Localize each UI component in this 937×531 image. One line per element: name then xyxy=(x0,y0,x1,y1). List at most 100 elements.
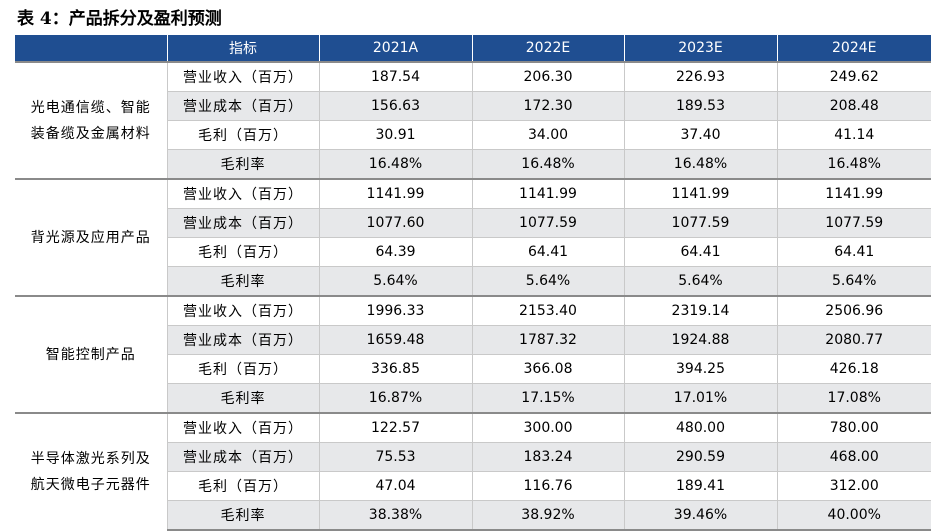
header-cell-2024e: 2024E xyxy=(776,35,931,62)
value-cell: 1787.32 xyxy=(471,325,624,355)
value-cell: 183.24 xyxy=(471,442,624,472)
metric-cell: 毛利率 xyxy=(166,500,319,531)
value-cell: 468.00 xyxy=(776,442,931,472)
value-cell: 172.30 xyxy=(471,91,624,121)
value-cell: 2153.40 xyxy=(471,295,624,326)
value-cell: 2319.14 xyxy=(623,295,777,326)
value-cell: 480.00 xyxy=(623,412,777,443)
table-row: 营业成本（百万） 1077.60 1077.59 1077.59 1077.59 xyxy=(15,208,931,238)
value-cell: 366.08 xyxy=(471,354,624,384)
segment-name-line: 航天微电子元器件 xyxy=(30,477,151,493)
value-cell: 780.00 xyxy=(776,412,931,443)
value-cell: 5.64% xyxy=(318,266,472,296)
table-row: 毛利率 16.48% 16.48% 16.48% 16.48% xyxy=(15,149,931,179)
segment-name-cell: 智能控制产品 xyxy=(15,295,167,413)
metric-cell: 营业成本（百万） xyxy=(166,442,319,472)
table-row: 半导体激光系列及 航天微电子元器件 营业收入（百万） 122.57 300.00 480.… xyxy=(15,412,931,530)
value-cell: 5.64% xyxy=(776,266,931,296)
metric-cell: 毛利（百万） xyxy=(166,120,319,150)
value-cell: 34.00 xyxy=(471,120,624,150)
table-row: 毛利（百万） 47.04 116.76 189.41 312.00 xyxy=(15,471,931,501)
value-cell: 5.64% xyxy=(471,266,624,296)
value-cell: 1996.33 xyxy=(318,295,472,326)
metric-cell: 营业收入（百万） xyxy=(166,412,319,443)
value-cell: 312.00 xyxy=(776,471,931,501)
value-cell: 75.53 xyxy=(318,442,472,472)
table-row: 营业成本（百万） 75.53 183.24 290.59 468.00 xyxy=(15,442,931,472)
metric-cell: 营业成本（百万） xyxy=(166,325,319,355)
value-cell: 16.48% xyxy=(623,149,777,179)
value-cell: 1141.99 xyxy=(776,178,931,209)
segment-name-line: 半导体激光系列及 xyxy=(30,451,151,467)
value-cell: 1924.88 xyxy=(623,325,777,355)
value-cell: 16.48% xyxy=(318,149,472,179)
value-cell: 38.38% xyxy=(318,500,472,531)
metric-cell: 毛利（百万） xyxy=(166,237,319,267)
table-row: 毛利（百万） 64.39 64.41 64.41 64.41 xyxy=(15,237,931,267)
header-cell-2021a: 2021A xyxy=(318,35,472,62)
table-row: 毛利（百万） 336.85 366.08 394.25 426.18 xyxy=(15,354,931,384)
value-cell: 189.53 xyxy=(623,91,777,121)
value-cell: 30.91 xyxy=(318,120,472,150)
value-cell: 208.48 xyxy=(776,91,931,121)
value-cell: 1077.60 xyxy=(318,208,472,238)
segment-name-cell: 半导体激光系列及 航天微电子元器件 xyxy=(15,412,167,530)
table-row: 营业成本（百万） 1659.48 1787.32 1924.88 2080.77 xyxy=(15,325,931,355)
value-cell: 189.41 xyxy=(623,471,777,501)
value-cell: 394.25 xyxy=(623,354,777,384)
value-cell: 40.00% xyxy=(776,500,931,531)
value-cell: 300.00 xyxy=(471,412,624,443)
value-cell: 64.39 xyxy=(318,237,472,267)
value-cell: 1077.59 xyxy=(471,208,624,238)
value-cell: 1659.48 xyxy=(318,325,472,355)
metric-cell: 营业收入（百万） xyxy=(166,61,319,92)
table-row: 智能控制产品 营业收入（百万） 1996.33 2153.40 2319.14 2506.… xyxy=(15,295,931,413)
metric-cell: 毛利率 xyxy=(166,383,319,413)
metric-cell: 营业收入（百万） xyxy=(166,295,319,326)
header-cell-2022e: 2022E xyxy=(471,35,624,62)
value-cell: 1141.99 xyxy=(471,178,624,209)
value-cell: 206.30 xyxy=(471,61,624,92)
table-title: 表 4：产品拆分及盈利预测 xyxy=(17,9,222,29)
value-cell: 2080.77 xyxy=(776,325,931,355)
value-cell: 156.63 xyxy=(318,91,472,121)
segment-name-line: 智能控制产品 xyxy=(45,346,136,363)
value-cell: 64.41 xyxy=(623,237,777,267)
metric-cell: 营业成本（百万） xyxy=(166,91,319,121)
table-body: 光电通信缆、智能 装备缆及金属材料 营业收入（百万） 187.54 206.30 226.… xyxy=(15,61,931,531)
value-cell: 1077.59 xyxy=(623,208,777,238)
value-cell: 39.46% xyxy=(623,500,777,531)
value-cell: 64.41 xyxy=(776,237,931,267)
value-cell: 47.04 xyxy=(318,471,472,501)
header-row: 指标 2021A 2022E 2023E 2024E xyxy=(15,35,931,62)
table-row: 营业成本（百万） 156.63 172.30 189.53 208.48 xyxy=(15,91,931,121)
segment-name-line: 背光源及应用产品 xyxy=(30,229,151,246)
value-cell: 122.57 xyxy=(318,412,472,443)
table-row: 毛利率 5.64% 5.64% 5.64% 5.64% xyxy=(15,266,931,296)
value-cell: 336.85 xyxy=(318,354,472,384)
value-cell: 187.54 xyxy=(318,61,472,92)
header-cell-2023e: 2023E xyxy=(623,35,777,62)
value-cell: 17.01% xyxy=(623,383,777,413)
table-row: 毛利率 16.87% 17.15% 17.01% 17.08% xyxy=(15,383,931,413)
segment-name-line: 装备缆及金属材料 xyxy=(30,125,151,142)
table-row: 毛利（百万） 30.91 34.00 37.40 41.14 xyxy=(15,120,931,150)
header-cell-segment xyxy=(15,35,167,62)
value-cell: 5.64% xyxy=(623,266,777,296)
value-cell: 290.59 xyxy=(623,442,777,472)
value-cell: 17.15% xyxy=(471,383,624,413)
value-cell: 16.48% xyxy=(471,149,624,179)
segment-name-cell: 背光源及应用产品 xyxy=(15,178,167,296)
value-cell: 1141.99 xyxy=(318,178,472,209)
metric-cell: 毛利（百万） xyxy=(166,471,319,501)
metric-cell: 营业成本（百万） xyxy=(166,208,319,238)
value-cell: 64.41 xyxy=(471,237,624,267)
value-cell: 116.76 xyxy=(471,471,624,501)
value-cell: 426.18 xyxy=(776,354,931,384)
value-cell: 1141.99 xyxy=(623,178,777,209)
value-cell: 41.14 xyxy=(776,120,931,150)
metric-cell: 毛利率 xyxy=(166,266,319,296)
value-cell: 37.40 xyxy=(623,120,777,150)
forecast-table: 指标 2021A 2022E 2023E 2024E 光电通信缆、智能 装备缆及金… xyxy=(15,35,931,531)
metric-cell: 毛利（百万） xyxy=(166,354,319,384)
